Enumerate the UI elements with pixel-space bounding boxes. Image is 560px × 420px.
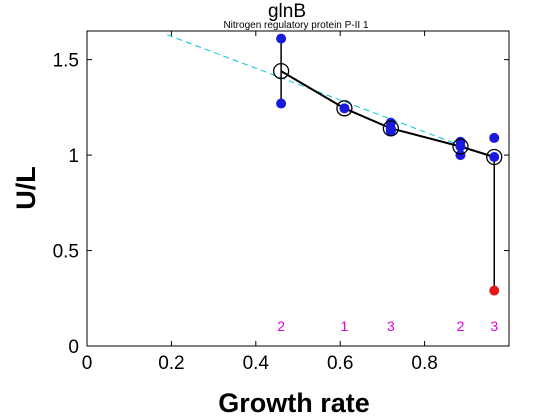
replicate-count-3: 2 xyxy=(457,318,465,334)
x-tick-label-4: 0.8 xyxy=(411,353,437,374)
replicate-point-11 xyxy=(489,285,500,296)
replicate-points-layer xyxy=(272,33,503,296)
replicate-count-2: 3 xyxy=(387,318,395,334)
y-tick-label-0: 0 xyxy=(68,337,79,358)
mean-marker-1 xyxy=(336,100,353,117)
replicate-point-10 xyxy=(489,152,500,162)
replicate-count-4: 3 xyxy=(490,318,498,334)
x-tick-label-3: 0.6 xyxy=(327,353,353,374)
replicate-count-1: 1 xyxy=(341,318,349,334)
y-tick-label-1: 0.5 xyxy=(53,242,79,263)
x-tick-label-2: 0.4 xyxy=(243,353,270,374)
x-tick-label-1: 0.2 xyxy=(158,353,184,374)
plot-area xyxy=(86,30,510,347)
y-tick-label-2: 1 xyxy=(68,146,79,167)
replicate-point-9 xyxy=(489,132,500,143)
fit-line xyxy=(167,34,497,160)
mean-marker-4 xyxy=(486,148,503,166)
x-tick-label-0: 0 xyxy=(82,353,93,374)
chart-subtitle: Nitrogen regulatory protein P-II 1 xyxy=(223,20,369,31)
y-axis-label: U/L xyxy=(11,166,41,210)
axis-ticks: 0 0.2 0.4 0.6 0.8 0 0.5 1 1.5 xyxy=(53,31,509,374)
replicate-point-7 xyxy=(455,141,466,152)
replicate-point-2 xyxy=(339,103,350,114)
replicate-point-0 xyxy=(276,33,287,44)
replicate-point-1 xyxy=(276,98,287,109)
chart-title: glnB xyxy=(268,1,306,22)
mean-marker-3 xyxy=(452,138,469,155)
x-axis-label: Growth rate xyxy=(218,388,370,418)
mean-marker-0 xyxy=(272,62,290,80)
fit-line-layer xyxy=(167,34,497,160)
replicate-point-5 xyxy=(385,126,396,137)
replicate-count-0: 2 xyxy=(277,318,285,334)
replicate-count-layer: 2 1 3 2 3 xyxy=(277,318,498,334)
replicate-point-8 xyxy=(455,150,466,161)
y-tick-label-3: 1.5 xyxy=(53,51,79,72)
mean-marker-2 xyxy=(382,120,399,137)
